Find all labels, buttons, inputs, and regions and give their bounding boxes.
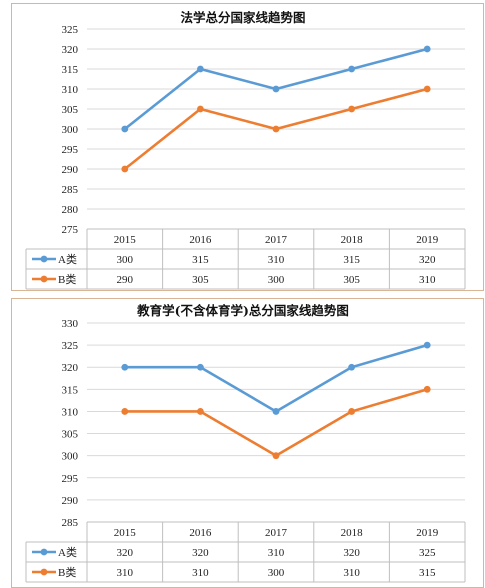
data-point [121, 408, 129, 415]
table-value: 310 [192, 567, 209, 579]
data-point [197, 363, 204, 371]
table-value: 300 [117, 254, 134, 266]
data-point [423, 45, 431, 53]
table-value: 320 [419, 254, 436, 266]
legend-label: B类 [58, 565, 76, 579]
table-value: 310 [343, 567, 360, 579]
chart-panel-education [11, 298, 484, 588]
data-point [348, 105, 355, 113]
y-tick-label: 325 [62, 340, 79, 352]
data-point [423, 385, 431, 393]
y-tick-label: 310 [62, 84, 79, 96]
y-tick-label: 275 [62, 224, 79, 236]
data-point [121, 165, 129, 173]
y-tick-label: 330 [62, 318, 79, 330]
data-point [272, 408, 280, 415]
x-tick-label: 2015 [114, 234, 137, 246]
data-point [121, 363, 129, 371]
legend-key-marker [40, 255, 48, 263]
y-tick-label: 310 [62, 406, 79, 418]
chart-1: 法学总分国家线趋势图 275 280 285 290 295 300 305 310 315 320… [25, 10, 466, 290]
data-point [348, 65, 355, 73]
data-point [348, 363, 355, 371]
legend-key-marker [40, 568, 48, 576]
legend-label: A类 [58, 252, 77, 266]
y-tick-label: 300 [62, 451, 79, 463]
y-tick-label: 320 [62, 44, 79, 56]
table-value: 315 [343, 254, 360, 266]
y-tick-label: 315 [62, 384, 79, 396]
y-tick-label: 295 [62, 473, 79, 485]
y-tick-label: 285 [62, 517, 79, 529]
data-point [272, 125, 280, 133]
y-tick-label: 315 [62, 64, 79, 76]
data-point [121, 125, 129, 133]
legend-label: A类 [58, 545, 77, 559]
data-point [348, 408, 355, 415]
chart-2: 教育学(不含体育学)总分国家线趋势图 285 290 295 300 305 310 315 3… [25, 303, 466, 583]
legend-label: B类 [58, 272, 76, 286]
y-tick-label: 305 [62, 104, 79, 116]
legend-key-marker [40, 548, 48, 556]
data-point [197, 65, 204, 73]
data-point [272, 452, 280, 460]
table-value: 320 [343, 547, 360, 559]
x-tick-label: 2018 [341, 234, 364, 246]
table-value: 315 [192, 254, 209, 266]
series-line-2 [124, 388, 428, 457]
table-value: 300 [268, 274, 285, 286]
table-value: 320 [192, 547, 209, 559]
table-value: 325 [419, 547, 436, 559]
y-tick-label: 285 [62, 184, 79, 196]
y-tick-label: 325 [62, 24, 79, 36]
x-tick-label: 2015 [114, 527, 137, 539]
x-tick-label: 2016 [189, 527, 212, 539]
table-value: 305 [192, 274, 209, 286]
table-value: 310 [268, 547, 285, 559]
x-tick-label: 2016 [189, 234, 212, 246]
y-tick-label: 300 [62, 124, 79, 136]
data-point [272, 85, 280, 93]
chart-title: 教育学(不含体育学)总分国家线趋势图 [136, 303, 349, 318]
table-value: 310 [117, 567, 134, 579]
x-tick-label: 2017 [265, 234, 288, 246]
chart-title: 法学总分国家线趋势图 [180, 10, 305, 25]
data-point [197, 408, 204, 415]
y-tick-label: 295 [62, 144, 79, 156]
x-tick-label: 2017 [265, 527, 288, 539]
table-value: 310 [419, 274, 436, 286]
legend-key-marker [40, 275, 48, 283]
table-value: 300 [268, 567, 285, 579]
data-point [197, 105, 204, 113]
data-point [423, 85, 431, 93]
table-value: 320 [117, 547, 134, 559]
table-value: 290 [117, 274, 134, 286]
x-tick-label: 2019 [416, 234, 439, 246]
y-tick-label: 305 [62, 429, 79, 441]
table-value: 305 [343, 274, 360, 286]
x-tick-label: 2019 [416, 527, 439, 539]
table-value: 310 [268, 254, 285, 266]
x-tick-label: 2018 [341, 527, 364, 539]
data-point [423, 341, 431, 349]
y-tick-label: 290 [62, 164, 79, 176]
y-tick-label: 320 [62, 362, 79, 374]
y-tick-label: 290 [62, 495, 79, 507]
y-tick-label: 280 [62, 204, 79, 216]
chart-panel-law [11, 3, 484, 291]
table-value: 315 [419, 567, 436, 579]
